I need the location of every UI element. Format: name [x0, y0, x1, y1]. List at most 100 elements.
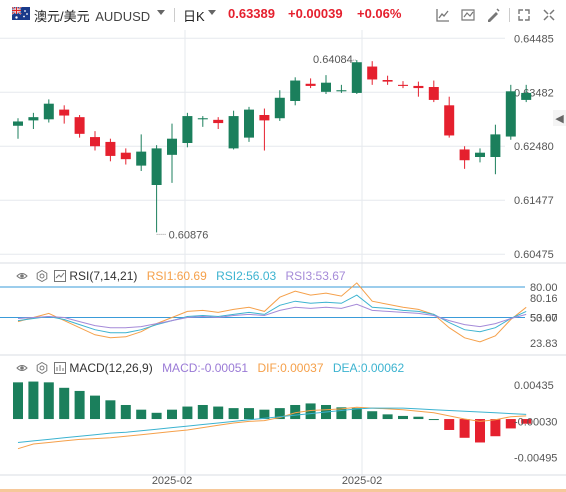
dea-value: DEA:0.00062: [332, 361, 405, 375]
aud-flag-icon: [12, 7, 30, 20]
macd-histogram-bar: [305, 403, 316, 420]
macd-histogram-bar: [367, 411, 378, 420]
fullscreen-icon[interactable]: [514, 5, 534, 25]
candle-body: [259, 115, 270, 121]
candle-body: [321, 82, 331, 92]
candle-body: [305, 83, 316, 86]
dea-line: [17, 407, 527, 443]
macd-histogram-bar: [336, 407, 347, 420]
macd-histogram-bar: [413, 416, 424, 420]
candle-body: [167, 138, 177, 155]
candle-body: [43, 103, 54, 120]
eye-icon[interactable]: [16, 270, 28, 282]
candle-body: [120, 152, 131, 160]
candle-body: [475, 152, 485, 157]
price-change-percent: +0.06%: [357, 6, 402, 21]
price-change: +0.00039: [288, 6, 343, 21]
candle-body: [182, 116, 193, 143]
candle-body: [151, 148, 162, 185]
candle-body: [74, 117, 85, 134]
candle-body: [228, 116, 239, 149]
macd-histogram-bar: [244, 408, 254, 420]
macd-value: MACD:-0.00051: [162, 361, 249, 375]
rsi-panel-header: RSI(7,14,21) RSI1:60.69 RSI2:56.03 RSI3:…: [54, 269, 346, 283]
macd-histogram-bar: [475, 419, 485, 443]
symbol-name: 澳元/美元: [34, 9, 90, 24]
rsi1-value: RSI1:60.69: [146, 269, 207, 283]
price-axis-label: 0.63482: [514, 87, 554, 99]
macd-histogram-bar: [90, 395, 100, 420]
rsi3-line: [17, 303, 527, 329]
macd-histogram-bar: [43, 382, 54, 420]
period-chevron-down-icon[interactable]: [208, 10, 216, 15]
candle-body: [336, 90, 347, 92]
candle-body: [367, 66, 378, 80]
settings-icon[interactable]: [539, 5, 559, 25]
macd-histogram-bar: [105, 400, 116, 420]
price-axis-label: 0.62480: [514, 141, 554, 153]
rsi1-line: [17, 282, 527, 343]
macd-histogram-bar: [444, 419, 455, 430]
candle-body: [59, 109, 70, 116]
candle-body: [244, 109, 254, 138]
rsi2-value: RSI2:56.03: [216, 269, 277, 283]
line-chart-icon[interactable]: [433, 5, 453, 25]
candle-body: [398, 84, 408, 86]
candle-body: [213, 119, 224, 124]
macd-histogram-bar: [274, 408, 285, 420]
macd-axis-label: 0.00435: [514, 380, 554, 392]
period-selector[interactable]: 日K: [183, 9, 205, 24]
dif-value: DIF:0.00037: [257, 361, 324, 375]
indicator-icon[interactable]: [458, 5, 478, 25]
macd-histogram-bar: [351, 408, 362, 420]
chevron-down-icon[interactable]: [157, 10, 165, 15]
price-axis-label: 0.61477: [514, 195, 554, 207]
macd-histogram-bar: [167, 409, 177, 420]
macd-histogram-bar: [382, 414, 393, 420]
macd-histogram-bar: [151, 412, 162, 420]
macd-histogram-bar: [182, 406, 193, 420]
candle-body: [521, 92, 532, 100]
rsi-axis-label: 23.83: [530, 338, 558, 350]
macd-axis-label: -0.00495: [514, 453, 557, 465]
candle-body: [505, 91, 516, 137]
candle-body: [428, 87, 439, 100]
collapse-panel-arrow-icon[interactable]: ◀: [553, 110, 566, 126]
rsi-title: RSI(7,14,21): [69, 269, 138, 283]
macd-histogram-bar: [505, 419, 516, 429]
macd-histogram-bar: [74, 390, 85, 420]
macd-title: MACD(12,26,9): [69, 361, 153, 375]
chart-toolbar: 澳元/美元 AUDUSD 日K 0.63389 +0.00039 +0.06%: [0, 0, 566, 30]
gear-icon[interactable]: [36, 270, 48, 282]
macd-histogram-bar: [521, 419, 532, 424]
macd-histogram-bar: [213, 406, 224, 420]
symbol-selector[interactable]: 澳元/美元 AUDUSD: [34, 6, 150, 25]
macd-axis-label: -0.00030: [514, 416, 557, 428]
macd-histogram-bar: [136, 409, 147, 420]
rsi2-line: [17, 294, 527, 334]
price-axis-label: 0.64485: [514, 33, 554, 45]
macd-histogram-bar: [228, 408, 239, 420]
candle-body: [413, 85, 424, 89]
candle-body: [13, 121, 23, 126]
divider: [509, 8, 510, 22]
macd-panel-header: MACD(12,26,9) MACD:-0.00051 DIF:0.00037 …: [54, 361, 404, 375]
candle-body: [105, 141, 116, 156]
eye-icon[interactable]: [16, 362, 28, 374]
macd-histogram-bar: [290, 404, 301, 420]
rsi-axis-label: 80.00: [530, 282, 558, 294]
candle-body: [351, 62, 362, 93]
price-axis-label: 0.60475: [514, 249, 554, 261]
gear-icon[interactable]: [36, 362, 48, 374]
candle-body: [90, 137, 100, 147]
macd-histogram-bar: [120, 404, 131, 420]
candle-body: [197, 118, 208, 120]
macd-histogram-bar: [59, 387, 70, 420]
candle-body: [136, 151, 147, 166]
draw-tool-icon[interactable]: [483, 5, 503, 25]
divider: [174, 8, 175, 22]
rsi3-value: RSI3:53.67: [285, 269, 346, 283]
candle-body: [28, 117, 39, 121]
macd-histogram-bar: [259, 409, 270, 420]
